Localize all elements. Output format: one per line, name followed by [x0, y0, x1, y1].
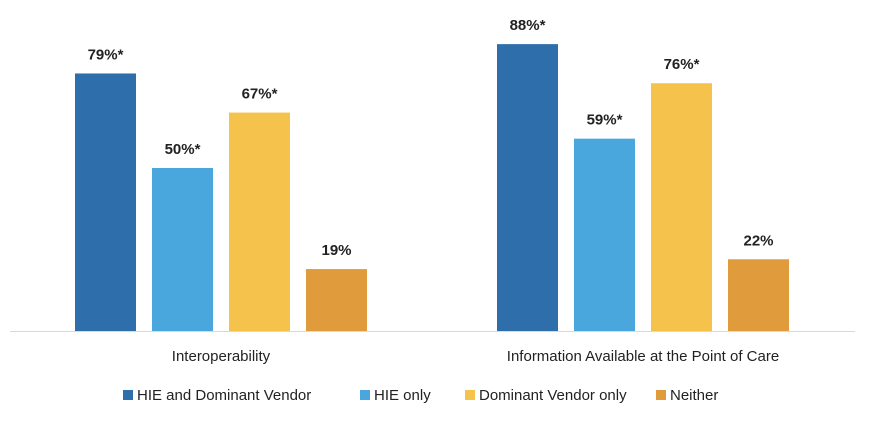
legend-swatch-0	[123, 390, 133, 400]
data-label-0-1: 50%*	[165, 141, 201, 158]
bar-1-1	[574, 138, 635, 331]
data-label-1-0: 88%*	[510, 17, 546, 34]
data-label-1-1: 59%*	[587, 112, 623, 129]
legend-item-0: HIE and Dominant Vendor	[123, 387, 311, 404]
legend-item-3: Neither	[656, 387, 718, 404]
legend: HIE and Dominant Vendor HIE only Dominant …	[123, 387, 718, 404]
legend-label-3: Neither	[670, 387, 718, 404]
bar-0-2	[229, 112, 290, 331]
legend-swatch-2	[465, 390, 475, 400]
legend-label-0: HIE and Dominant Vendor	[137, 387, 311, 404]
bar-0-3	[306, 269, 367, 331]
data-label-1-2: 76%*	[664, 56, 700, 73]
data-label-0-2: 67%*	[242, 86, 278, 103]
bar-1-3	[728, 259, 789, 331]
bar-0-0	[75, 73, 136, 332]
bar-1-0	[497, 44, 558, 332]
bars-layer	[75, 44, 789, 332]
category-labels-layer: Interoperability Information Available at…	[172, 348, 779, 365]
category-label-1: Information Available at the Point of Ca…	[507, 348, 779, 365]
legend-label-2: Dominant Vendor only	[479, 387, 627, 404]
data-label-0-3: 19%	[321, 242, 351, 259]
legend-swatch-3	[656, 390, 666, 400]
legend-item-2: Dominant Vendor only	[465, 387, 627, 404]
bar-0-1	[152, 168, 213, 331]
data-label-1-3: 22%	[743, 232, 773, 249]
category-label-0: Interoperability	[172, 348, 271, 365]
bar-1-2	[651, 83, 712, 332]
legend-item-1: HIE only	[360, 387, 431, 404]
data-label-0-0: 79%*	[88, 46, 124, 63]
data-labels-layer: 79%* 50%* 67%* 19% 88%* 59%* 76%* 22%	[88, 17, 774, 259]
legend-label-1: HIE only	[374, 387, 431, 404]
legend-swatch-1	[360, 390, 370, 400]
